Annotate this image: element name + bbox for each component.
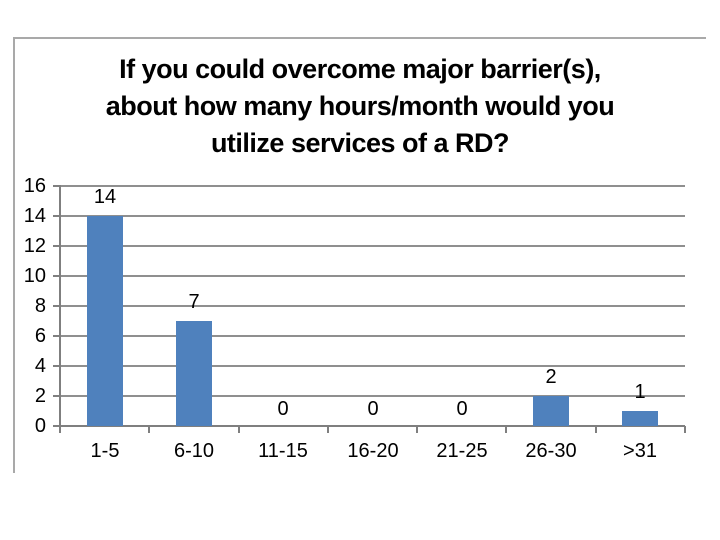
x-axis-label: 1-5 (90, 440, 120, 462)
chart-title-line-3: utilize services of a RD? (210, 128, 510, 158)
y-axis-label: 6 (34, 325, 46, 347)
x-axis-tick (684, 426, 686, 433)
bar-value-label: 0 (277, 398, 289, 420)
y-axis-tick (53, 245, 60, 247)
bar (87, 216, 123, 426)
bar (622, 411, 658, 426)
x-axis-label: >31 (623, 440, 657, 462)
bar-value-label: 14 (93, 186, 117, 208)
x-axis-tick (327, 426, 329, 433)
x-axis-tick (505, 426, 507, 433)
x-axis-label: 21-25 (436, 440, 488, 462)
y-axis-label: 8 (34, 295, 46, 317)
y-axis-label: 0 (34, 415, 46, 437)
gridline (60, 215, 685, 217)
bar (176, 321, 212, 426)
x-axis-tick (238, 426, 240, 433)
y-axis-tick (53, 335, 60, 337)
y-axis-tick (53, 215, 60, 217)
y-axis-label: 2 (34, 385, 46, 407)
bar-value-label: 0 (456, 398, 468, 420)
y-axis-tick (53, 365, 60, 367)
y-axis-label: 14 (23, 205, 46, 227)
gridline (60, 305, 685, 307)
bar-value-label: 0 (367, 398, 379, 420)
x-axis-line (60, 425, 685, 427)
x-axis-label: 26-30 (525, 440, 577, 462)
y-axis-line (59, 185, 61, 433)
y-axis-label: 10 (23, 265, 46, 287)
x-axis-label: 16-20 (347, 440, 399, 462)
x-axis-tick (148, 426, 150, 433)
gridline (60, 275, 685, 277)
y-axis-tick (53, 305, 60, 307)
x-axis-tick (59, 426, 61, 433)
chart-title-line-1: If you could overcome major barrier(s), (119, 54, 601, 84)
gridline (60, 365, 685, 367)
gridline (60, 245, 685, 247)
bar-value-label: 7 (188, 291, 200, 313)
chart-title: If you could overcome major barrier(s), … (40, 51, 680, 162)
x-axis-tick (416, 426, 418, 433)
y-axis-tick (53, 425, 60, 427)
y-axis-tick (53, 185, 60, 187)
x-axis-label: 11-15 (258, 440, 308, 462)
slide-border (13, 37, 706, 473)
gridline (60, 395, 685, 397)
y-axis-label: 16 (23, 175, 46, 197)
chart-title-line-2: about how many hours/month would you (105, 91, 615, 121)
y-axis-tick (53, 395, 60, 397)
bar (533, 396, 569, 426)
gridline (60, 335, 685, 337)
y-axis-label: 4 (34, 355, 46, 377)
y-axis-tick (53, 275, 60, 277)
gridline (60, 185, 685, 187)
x-axis-tick (595, 426, 597, 433)
x-axis-label: 6-10 (173, 440, 215, 462)
bar-value-label: 1 (634, 381, 646, 403)
bar-value-label: 2 (545, 366, 557, 388)
y-axis-label: 12 (23, 235, 46, 257)
